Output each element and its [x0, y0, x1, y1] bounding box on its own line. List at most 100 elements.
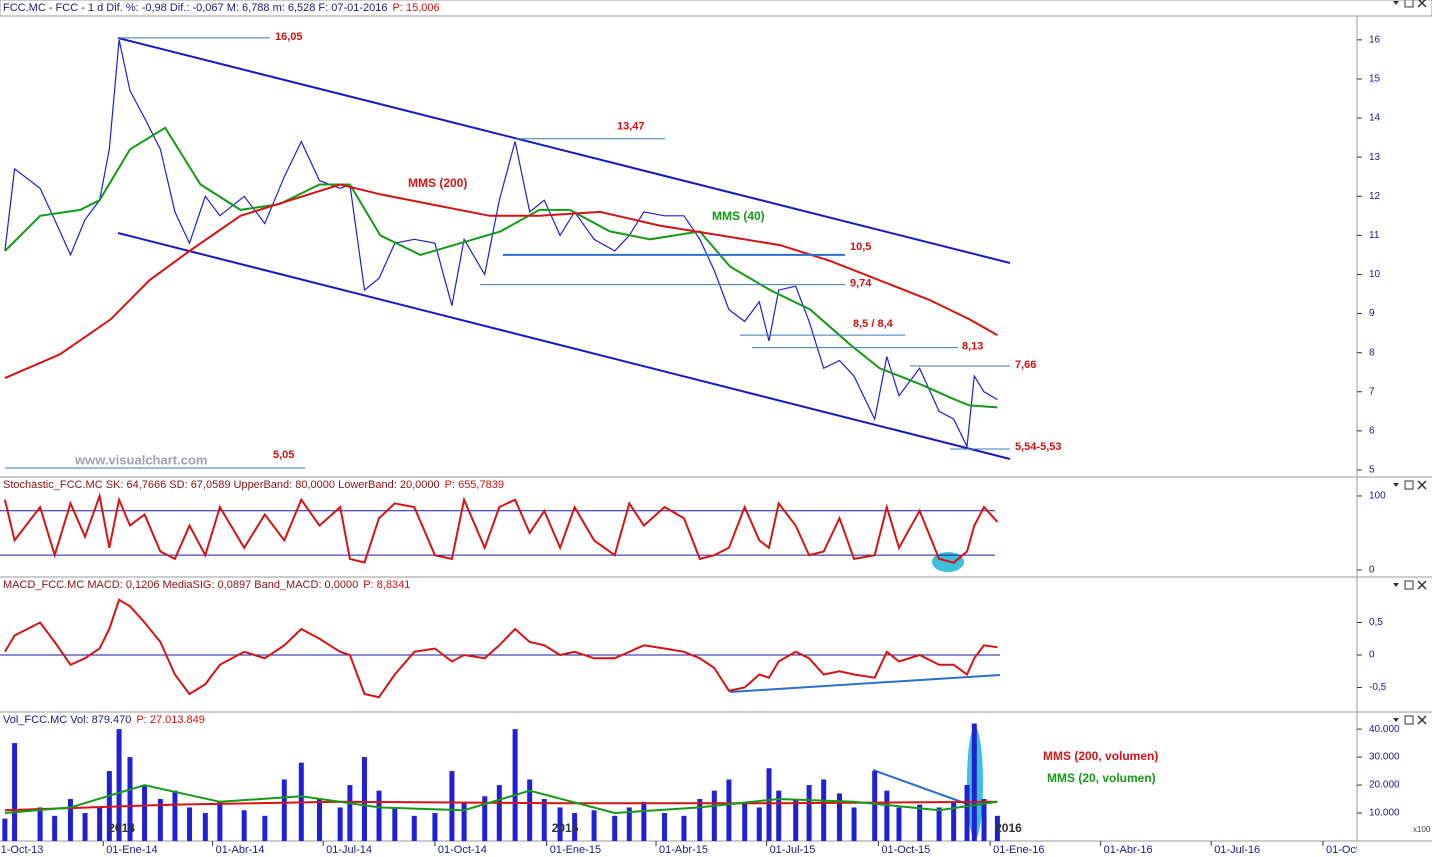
bar	[872, 771, 878, 841]
bar	[187, 807, 193, 841]
level-label: 16,05	[275, 31, 303, 43]
bar	[376, 790, 382, 841]
bar	[884, 790, 890, 841]
header-p: P: 15,006	[393, 2, 440, 14]
panel-title: MACD_FCC.MC MACD: 0,1206 MediaSIG: 0,089…	[3, 579, 358, 591]
year-label: 2014	[108, 821, 135, 835]
panel-p: P: 655,7839	[445, 479, 504, 491]
bar	[12, 743, 18, 841]
x-tick-label: 01-Jul-16	[1214, 844, 1260, 856]
trend-line	[117, 37, 1011, 264]
bar	[157, 799, 163, 841]
watermark: www.visualchart.com	[74, 452, 207, 467]
y-tick-label: 11	[1369, 230, 1380, 241]
y-tick-label: 14	[1369, 113, 1381, 124]
x-axis: 01-Oct-13 01-Ene-14 01-Abr-14 01-Jul-14 01-O…	[0, 841, 1375, 856]
bar	[449, 771, 455, 841]
bar	[591, 810, 597, 841]
window-buttons	[1393, 580, 1427, 590]
bar	[217, 801, 223, 841]
bar	[851, 807, 857, 841]
x-tick-label: 01-Jul-15	[770, 844, 816, 856]
level-label: 5,05	[273, 449, 294, 461]
series-line	[4, 39, 998, 449]
series-line	[4, 784, 998, 815]
y-tick-label: 9	[1369, 308, 1375, 319]
bar	[896, 807, 902, 841]
bar	[917, 804, 923, 841]
button-minimize	[1393, 583, 1399, 587]
bar	[202, 813, 208, 841]
bar	[612, 815, 618, 841]
button-close	[1417, 715, 1427, 725]
y-tick-label: 20.000	[1369, 780, 1400, 791]
bar	[512, 729, 518, 841]
bar	[776, 790, 782, 841]
level-label: 8,5 / 8,4	[853, 318, 894, 330]
series-line	[4, 126, 998, 409]
x-tick-label: 01-Oct-16	[1326, 844, 1375, 856]
y-tick-label: 16	[1369, 34, 1381, 45]
bar	[626, 807, 632, 841]
level-label: 13,47	[617, 121, 645, 133]
panel-p: P: 8,8341	[363, 579, 410, 591]
bar	[116, 729, 122, 841]
x-tick-label: 01-Abr-15	[659, 844, 708, 856]
bar	[936, 807, 942, 841]
y-tick-label: 100	[1369, 491, 1386, 502]
bar	[67, 799, 73, 841]
bar	[527, 779, 533, 841]
bar	[766, 768, 772, 841]
bar	[97, 807, 103, 841]
y-tick-label: 0	[1369, 650, 1375, 661]
bar	[836, 793, 842, 841]
x-tick-label: 01-Ene-15	[550, 844, 601, 856]
bar	[127, 757, 133, 841]
panel-title: Stochastic_FCC.MC SK: 64,7666 SD: 67,058…	[3, 479, 440, 491]
y-tick-label: 15	[1369, 74, 1381, 85]
y-tick-label: 5	[1369, 465, 1375, 476]
button-close	[1417, 480, 1427, 490]
bar	[681, 815, 687, 841]
y-tick-label: 6	[1369, 426, 1375, 437]
series-label: MMS (40)	[712, 209, 765, 223]
series-line	[4, 183, 998, 380]
button-maximize	[1404, 715, 1414, 725]
bar	[496, 785, 502, 841]
button-close	[1417, 0, 1427, 8]
button-minimize	[1393, 483, 1399, 487]
bar	[964, 785, 970, 841]
y-tick-label: 10	[1369, 269, 1381, 280]
x-tick-label: 01-Jul-14	[326, 844, 372, 856]
window-buttons	[1393, 480, 1427, 490]
bar	[241, 810, 247, 841]
y-tick-label: 30.000	[1369, 752, 1400, 763]
bar	[347, 785, 353, 841]
bar	[142, 785, 148, 841]
button-maximize	[1404, 480, 1414, 490]
bar	[82, 813, 88, 841]
x-tick-label: 01-Ene-16	[993, 844, 1044, 856]
y-tick-label: 13	[1369, 152, 1381, 163]
button-minimize	[1393, 1, 1399, 5]
bar	[821, 779, 827, 841]
bar	[726, 779, 732, 841]
header-title: FCC.MC - FCC - 1 d Dif. %: -0,98 Dif.: -…	[3, 2, 388, 14]
x-tick-label: 01-Oct-14	[438, 844, 487, 856]
y-tick-label: 0,5	[1369, 617, 1383, 628]
x-tick-label: 01-Abr-14	[216, 844, 265, 856]
bar	[981, 799, 987, 841]
x-tick-label: 01-Oct-13	[0, 844, 43, 856]
trend-line	[117, 232, 1011, 460]
panel-p: P: 27.013.849	[136, 714, 205, 726]
bar	[994, 815, 1000, 841]
bar	[52, 815, 58, 841]
level-label: 8,13	[962, 340, 983, 352]
bar	[411, 815, 417, 841]
bar	[461, 801, 467, 841]
y-tick-label: 7	[1369, 386, 1375, 397]
bar	[662, 813, 668, 841]
header-bar	[0, 0, 1432, 17]
bar	[572, 813, 578, 841]
series-label: MMS (200, volumen)	[1043, 749, 1158, 763]
